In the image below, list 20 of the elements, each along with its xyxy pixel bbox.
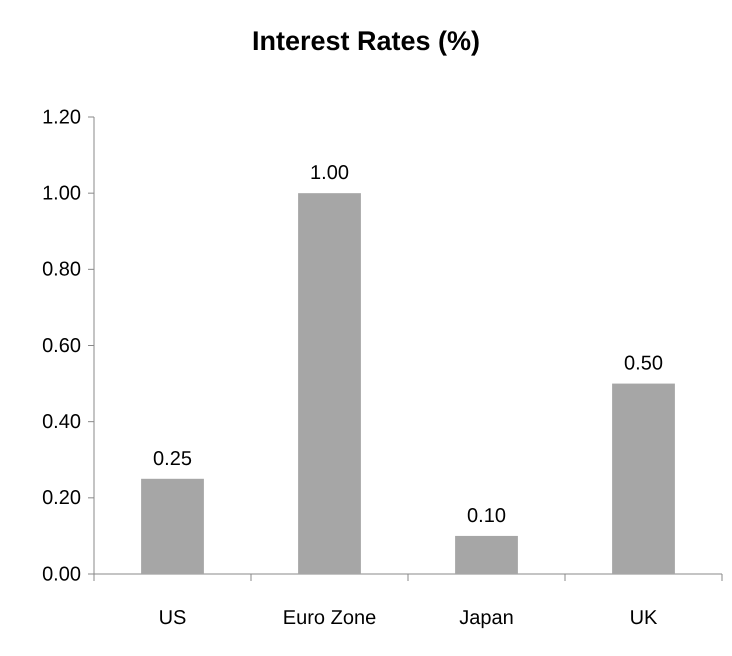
bar (298, 193, 361, 574)
y-tick-label: 1.20 (42, 106, 81, 128)
data-label: 0.25 (153, 448, 192, 470)
x-tick-label: US (158, 607, 186, 629)
data-label: 0.10 (467, 504, 506, 527)
x-tick-label: Japan (459, 607, 514, 629)
y-tick-label: 0.00 (42, 563, 81, 586)
y-tick-label: 0.20 (42, 487, 81, 510)
y-tick-label: 0.40 (42, 411, 81, 434)
x-tick-label: UK (630, 607, 658, 629)
bar (612, 384, 675, 574)
x-tick-label: Euro Zone (282, 607, 376, 629)
y-tick-label: 0.60 (42, 334, 81, 357)
data-label: 0.50 (624, 352, 663, 375)
data-label: 1.00 (310, 162, 349, 184)
chart-title: Interest Rates (%) (252, 26, 480, 56)
y-tick-label: 0.80 (42, 258, 81, 281)
bar (455, 536, 518, 574)
y-tick-label: 1.00 (42, 182, 81, 205)
bar (141, 478, 204, 574)
